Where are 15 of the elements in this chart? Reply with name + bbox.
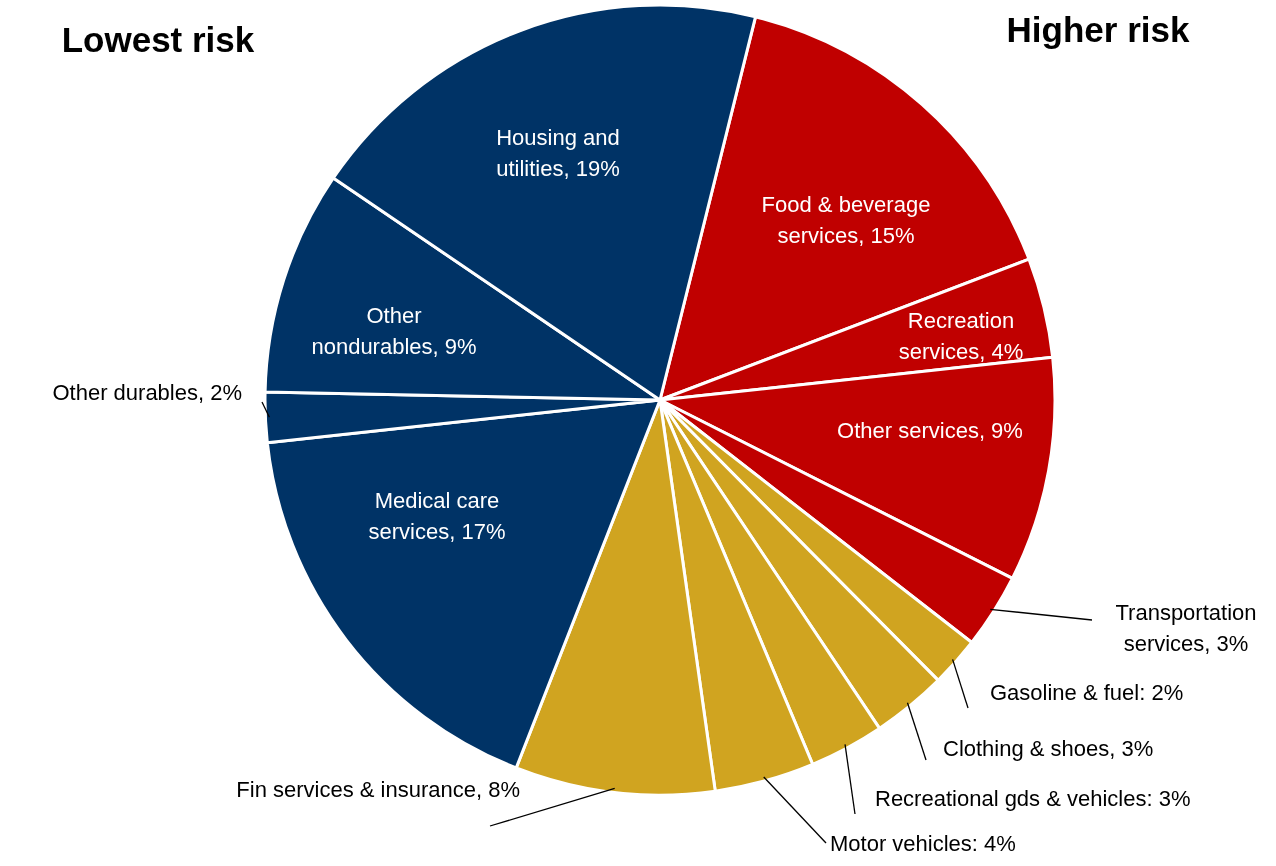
slice-label: Clothing & shoes, 3% <box>943 736 1154 761</box>
slice-label: Food & beverage services, 15% <box>761 192 931 248</box>
text: Lowest risk <box>61 20 255 59</box>
slice-label: Other nondurables, 9% <box>311 303 477 359</box>
slice-label: Fin services & insurance, 8% <box>236 777 520 802</box>
slice-label: Gasoline & fuel: 2% <box>990 680 1184 705</box>
text: Higher risk <box>1006 10 1190 49</box>
slice-label: Housing and utilities, 19% <box>496 125 620 181</box>
slice-label: Medical care services, 17% <box>368 488 506 544</box>
slice-label: Other services, 9% <box>837 418 1023 443</box>
slice-label: Recreation services, 4% <box>898 308 1024 364</box>
slice-label: Motor vehicles: 4% <box>830 831 1016 856</box>
slice-label: Recreational gds & vehicles: 3% <box>875 786 1191 811</box>
slice-label: Other durables, 2% <box>52 380 242 405</box>
slice-label: Transportation services, 3% <box>1115 600 1257 656</box>
